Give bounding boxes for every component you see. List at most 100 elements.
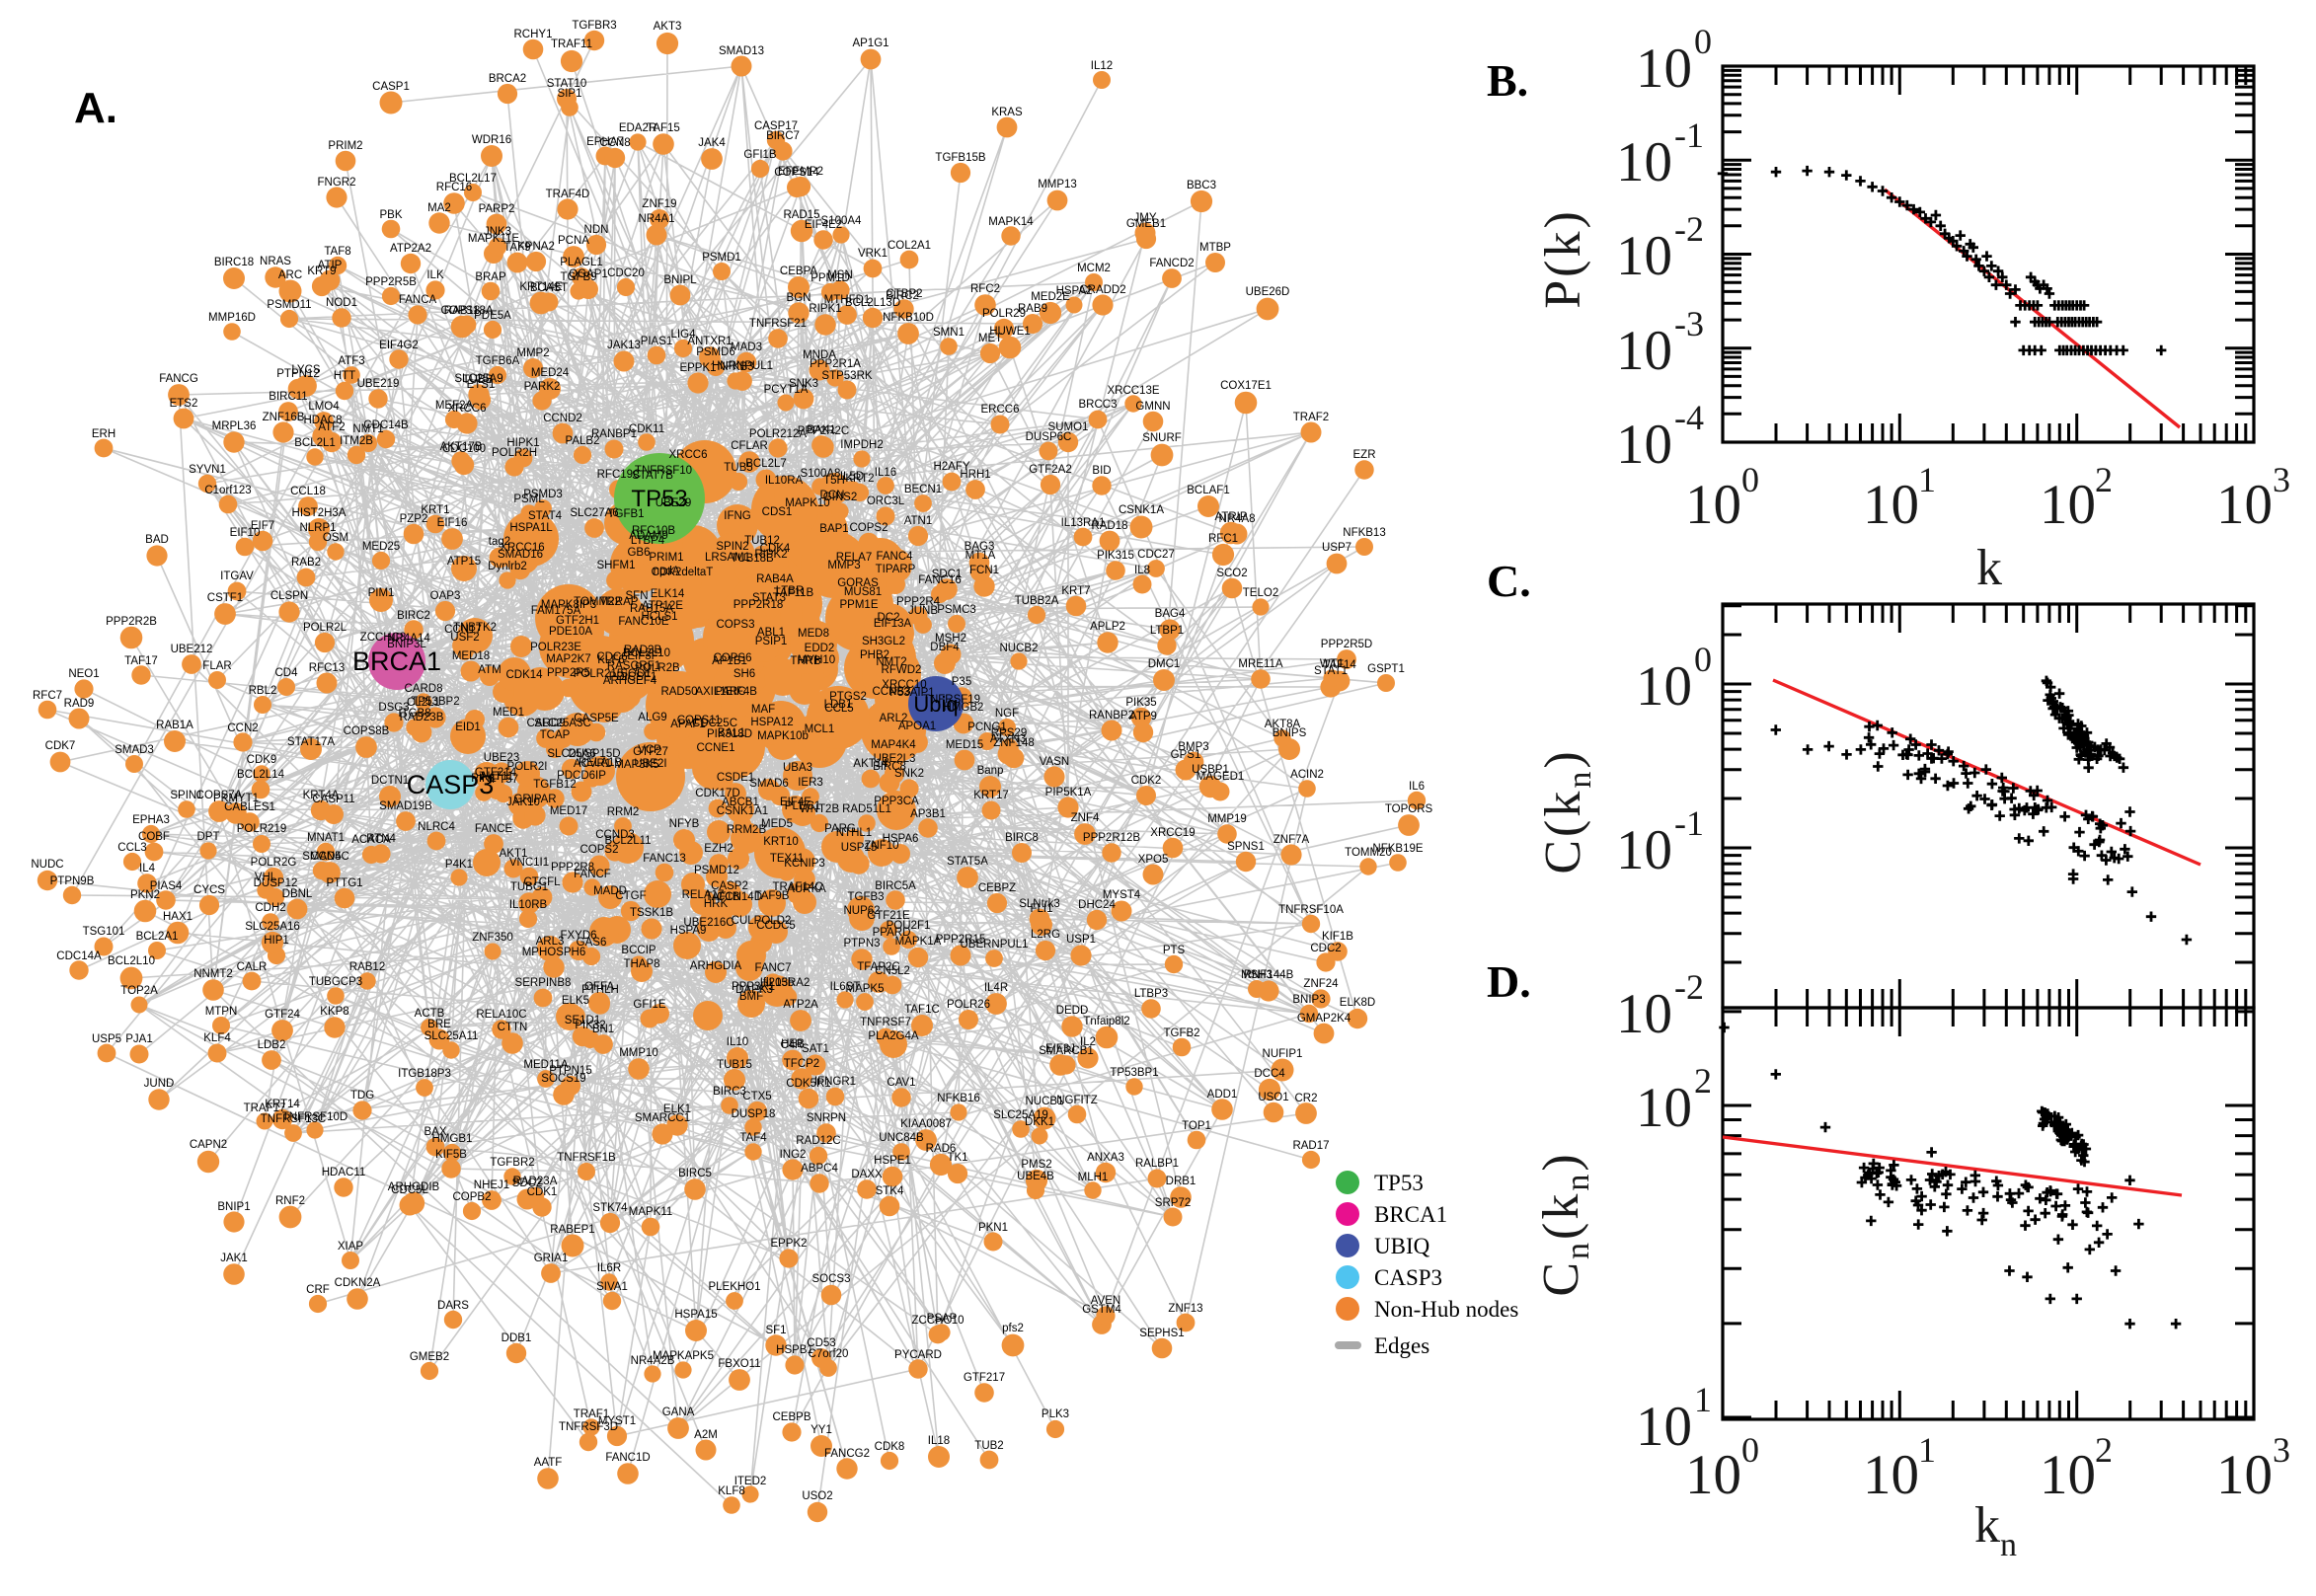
svg-text:PHB2: PHB2 [860, 649, 889, 661]
svg-text:TUB15: TUB15 [717, 1059, 752, 1071]
svg-text:DUSP15D: DUSP15D [568, 748, 620, 760]
svg-text:RRM2B: RRM2B [727, 824, 767, 836]
svg-text:HUWE1: HUWE1 [989, 326, 1031, 338]
svg-text:PTS: PTS [1163, 945, 1186, 956]
svg-text:NR4A14: NR4A14 [387, 633, 430, 645]
svg-text:SERPINB8: SERPINB8 [515, 977, 572, 989]
svg-text:MSH3: MSH3 [1241, 969, 1273, 981]
svg-text:GTF214: GTF214 [475, 767, 517, 779]
svg-text:HRK: HRK [704, 898, 729, 910]
svg-text:PLEC1: PLEC1 [785, 800, 820, 812]
svg-text:Ifi205b: Ifi205b [760, 977, 795, 989]
svg-text:WNT2B: WNT2B [800, 803, 840, 815]
svg-text:DAPK3: DAPK3 [735, 984, 773, 996]
svg-text:2: 2 [2095, 1430, 2113, 1470]
svg-text:BIRC5: BIRC5 [678, 1168, 712, 1179]
svg-text:-1: -1 [1674, 115, 1704, 155]
svg-text:RABEP1: RABEP1 [550, 1224, 594, 1236]
svg-text:LMO4: LMO4 [308, 401, 340, 413]
svg-text:UBE212: UBE212 [171, 644, 213, 655]
svg-text:MSN: MSN [827, 269, 853, 281]
svg-text:SMAD4: SMAD4 [302, 851, 342, 863]
svg-text:PSMD1: PSMD1 [702, 252, 741, 264]
svg-text:EIF3J: EIF3J [1045, 1043, 1075, 1055]
svg-text:SMAD13: SMAD13 [719, 45, 764, 57]
svg-text:TAF1C: TAF1C [904, 1004, 940, 1016]
svg-text:GTF217: GTF217 [964, 1372, 1005, 1384]
svg-text:JAK1: JAK1 [220, 1253, 248, 1264]
svg-text:CASP17: CASP17 [754, 120, 798, 132]
svg-text:ARL3: ARL3 [536, 936, 565, 948]
svg-text:BCL2L1: BCL2L1 [294, 437, 336, 449]
svg-text:PPP2R4: PPP2R4 [896, 596, 941, 608]
svg-text:PSMD11: PSMD11 [267, 299, 311, 311]
svg-text:ANXA3: ANXA3 [1087, 1152, 1124, 1164]
svg-text:3: 3 [2273, 1430, 2290, 1470]
svg-text:SNK3: SNK3 [789, 378, 818, 390]
svg-text:PARP2: PARP2 [479, 203, 515, 215]
svg-text:SNRPN: SNRPN [807, 1112, 846, 1124]
svg-text:ABPC4: ABPC4 [801, 1163, 838, 1175]
svg-text:FANC10E: FANC10E [618, 616, 668, 628]
svg-text:DBF4: DBF4 [930, 642, 960, 653]
svg-text:PARC: PARC [715, 686, 745, 698]
svg-text:PKMYT1: PKMYT1 [213, 793, 259, 804]
svg-text:FANCF: FANCF [574, 869, 611, 880]
svg-text:MED15: MED15 [946, 739, 983, 751]
svg-text:MAPK10b: MAPK10b [757, 730, 809, 742]
svg-text:JAK13: JAK13 [607, 340, 641, 351]
svg-text:P(k): P(k) [1535, 208, 1591, 309]
svg-text:POLR2I: POLR2I [507, 761, 548, 773]
svg-text:HIST2H3A: HIST2H3A [292, 507, 347, 519]
svg-text:BIRC8: BIRC8 [873, 761, 906, 773]
svg-text:IL8: IL8 [1134, 565, 1150, 576]
svg-text:10: 10 [1616, 131, 1672, 193]
svg-text:MED1: MED1 [493, 707, 524, 719]
svg-text:HTT: HTT [334, 370, 355, 382]
svg-text:TRAF11: TRAF11 [551, 38, 592, 50]
svg-text:JUNB: JUNB [908, 605, 938, 617]
svg-text:10: 10 [1636, 655, 1692, 718]
svg-text:TAF4: TAF4 [739, 1132, 767, 1144]
svg-text:NGFITZ: NGFITZ [1056, 1095, 1098, 1106]
svg-text:SE1D1: SE1D1 [565, 1015, 600, 1026]
svg-text:P4K1: P4K1 [445, 859, 473, 871]
svg-text:GTF27: GTF27 [633, 746, 668, 758]
svg-text:STK4: STK4 [876, 1185, 904, 1197]
svg-text:CDK8: CDK8 [875, 1441, 905, 1453]
svg-text:SF1: SF1 [765, 1325, 786, 1336]
svg-text:PPP2R2C: PPP2R2C [798, 425, 849, 437]
svg-text:CD53: CD53 [807, 1337, 835, 1349]
svg-text:SIP1: SIP1 [558, 88, 582, 100]
svg-text:UBA3: UBA3 [783, 762, 812, 774]
svg-text:GANA: GANA [662, 1406, 695, 1418]
svg-text:RAD23A: RAD23A [513, 1176, 558, 1187]
svg-text:10: 10 [1616, 983, 1672, 1045]
svg-text:Ubiq: Ubiq [913, 692, 958, 717]
svg-text:GSPT1: GSPT1 [1367, 663, 1405, 675]
svg-text:NFKB16: NFKB16 [937, 1093, 979, 1104]
svg-text:NTHL1: NTHL1 [836, 827, 872, 839]
svg-text:CDC14B: CDC14B [363, 419, 409, 431]
svg-text:TP53BP1: TP53BP1 [1110, 1067, 1158, 1079]
svg-text:EFEMP2: EFEMP2 [778, 166, 823, 178]
svg-text:TUBG1: TUBG1 [510, 881, 548, 893]
svg-text:BCL2L14: BCL2L14 [237, 769, 285, 781]
svg-text:SIVA1: SIVA1 [596, 1281, 628, 1293]
svg-text:PCNA: PCNA [558, 235, 589, 247]
svg-text:CASP2: CASP2 [711, 880, 748, 892]
svg-text:TUB2: TUB2 [974, 1440, 1003, 1452]
svg-text:C(kn): C(kn) [1535, 748, 1598, 874]
svg-text:NUCB1: NUCB1 [1026, 1096, 1064, 1107]
svg-text:SUMO1: SUMO1 [1048, 421, 1089, 433]
svg-text:BAG4: BAG4 [1155, 608, 1186, 620]
svg-text:STAT17A: STAT17A [287, 736, 335, 748]
svg-text:PSMC3: PSMC3 [937, 604, 976, 616]
svg-text:SLC25A3C: SLC25A3C [534, 718, 591, 729]
svg-text:PPM1D: PPM1D [811, 272, 850, 284]
svg-text:DEDD: DEDD [1056, 1005, 1089, 1017]
svg-text:IFT57: IFT57 [489, 774, 518, 786]
svg-text:MET: MET [978, 333, 1002, 344]
svg-text:CASP3: CASP3 [407, 770, 495, 799]
svg-text:CDK7: CDK7 [45, 740, 76, 752]
